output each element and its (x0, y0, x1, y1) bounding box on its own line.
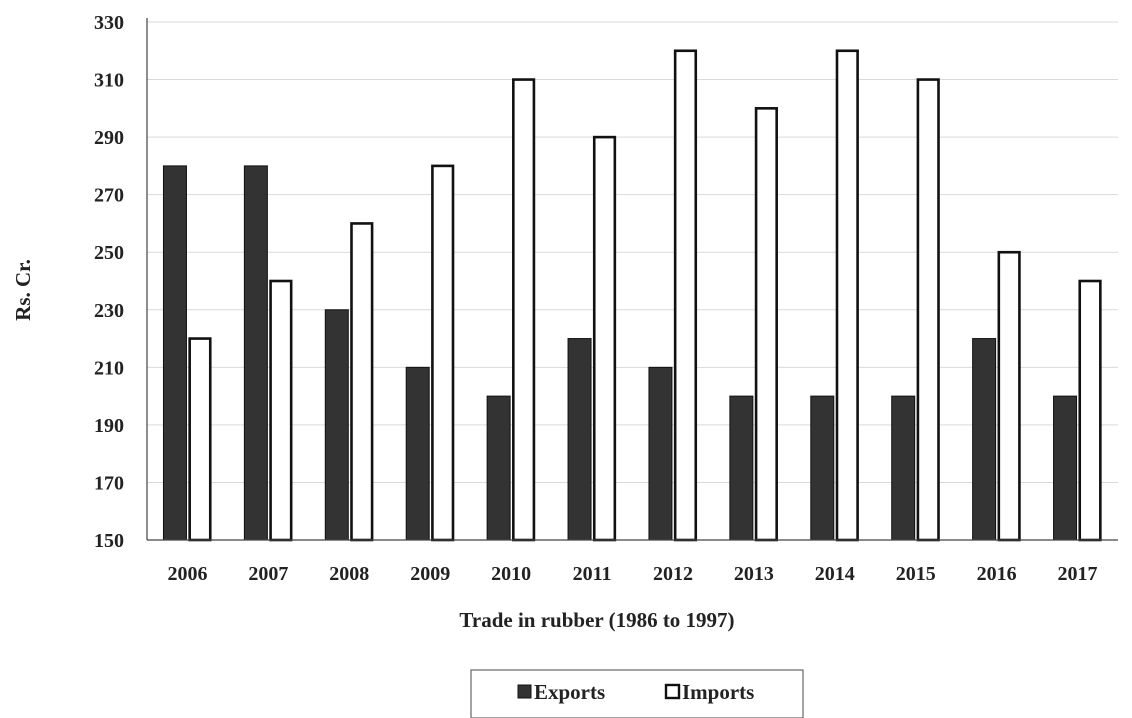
bar-exports-2013 (729, 395, 754, 541)
bar-exports-2010 (486, 395, 511, 541)
bar-exports-2009 (405, 366, 430, 541)
bar-exports-2012 (648, 366, 673, 541)
y-tick-label: 330 (94, 12, 124, 34)
bar-exports-2016 (972, 338, 997, 541)
x-tick-label: 2007 (248, 563, 288, 585)
bar-imports-2007 (269, 279, 293, 542)
bar-imports-2017 (1078, 279, 1102, 542)
x-tick-labels: 2006 2007 2008 2009 2010 2011 2012 2013 2014 2015… (167, 563, 1097, 585)
x-tick-label: 2012 (653, 563, 693, 585)
bar-imports-2016 (997, 250, 1021, 542)
bar-imports-2006 (188, 337, 212, 542)
y-tick-label: 230 (94, 300, 124, 322)
y-tick-label: 290 (94, 127, 124, 149)
bar-imports-2010 (512, 78, 536, 542)
legend-label-exports: Exports (534, 680, 605, 704)
x-tick-label: 2014 (815, 563, 855, 585)
bar-imports-2009 (431, 164, 455, 542)
x-axis-title: Trade in rubber (1986 to 1997) (459, 608, 734, 632)
legend-swatch-exports (517, 684, 532, 699)
y-tick-labels: 150 170 190 210 230 250 270 290 310 330 (94, 12, 124, 552)
x-tick-label: 2015 (896, 563, 936, 585)
bar-exports-2007 (243, 165, 268, 541)
y-tick-label: 190 (94, 415, 124, 437)
y-tick-label: 210 (94, 357, 124, 379)
bar-imports-2008 (350, 222, 374, 542)
bar-exports-2015 (891, 395, 916, 541)
x-tick-label: 2009 (410, 563, 450, 585)
bar-exports-2014 (810, 395, 835, 541)
x-tick-label: 2016 (977, 563, 1017, 585)
x-tick-label: 2017 (1058, 563, 1098, 585)
bar-exports-2017 (1053, 395, 1078, 541)
gridlines (147, 21, 1118, 483)
bar-exports-2011 (567, 338, 592, 541)
axes (146, 18, 1118, 541)
y-tick-label: 150 (94, 530, 124, 552)
y-tick-label: 310 (94, 70, 124, 92)
bar-imports-2015 (916, 78, 940, 542)
x-tick-label: 2008 (329, 563, 369, 585)
bar-imports-2014 (835, 49, 859, 542)
bar-exports-2006 (162, 165, 187, 541)
legend-swatch-imports (664, 683, 681, 700)
y-tick-label: 170 (94, 472, 124, 494)
bar-exports-2008 (324, 309, 349, 541)
y-axis-title: Rs. Cr. (11, 259, 35, 321)
x-tick-label: 2011 (573, 563, 612, 585)
legend-label-imports: Imports (682, 680, 754, 704)
y-tick-label: 270 (94, 185, 124, 207)
x-tick-label: 2013 (734, 563, 774, 585)
bar-imports-2013 (754, 107, 778, 542)
bars (162, 49, 1102, 542)
bar-imports-2011 (592, 135, 617, 542)
y-tick-label: 250 (94, 242, 124, 264)
x-tick-label: 2006 (167, 563, 207, 585)
bar-imports-2012 (673, 49, 698, 542)
legend: Exports Imports (470, 669, 804, 718)
x-tick-label: 2010 (491, 563, 531, 585)
